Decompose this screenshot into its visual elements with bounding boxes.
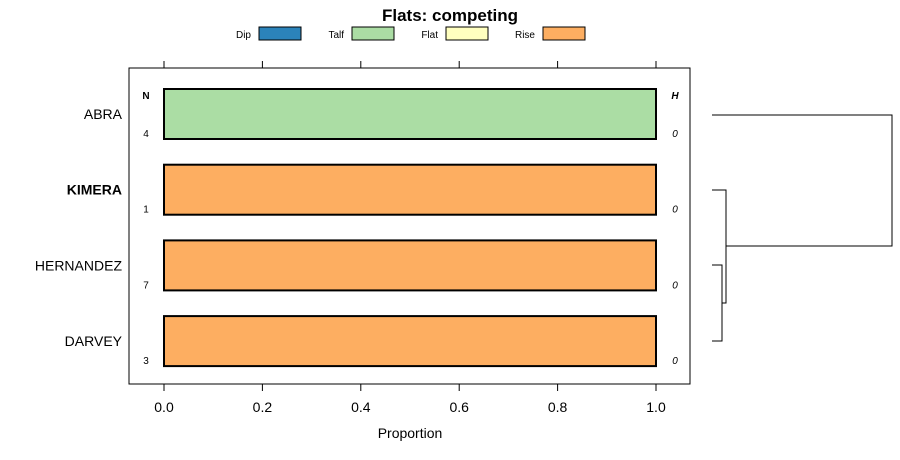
dendrogram-leaf-darvey-hernandez	[712, 264, 723, 342]
n-value-darvey: 3	[143, 356, 149, 367]
n-value-kimera: 1	[143, 205, 149, 216]
legend-swatch-dip	[258, 26, 302, 41]
bar-hernandez-rise	[163, 239, 657, 292]
legend-label-talf: Talf	[328, 30, 344, 41]
bar-kimera-rise	[163, 163, 657, 216]
bar-rows: ABRA 4 0 KIMERA 1 0 HERNANDEZ 7 0 DARVEY 3 0	[35, 88, 678, 368]
x-axis-title: Proportion	[378, 425, 443, 441]
legend-label-rise: Rise	[515, 30, 535, 41]
legend-label-dip: Dip	[236, 30, 251, 41]
dendrogram-root	[712, 114, 893, 247]
x-tick-label-0-8: 0.8	[548, 399, 568, 415]
h-column-header: H	[671, 91, 679, 102]
category-label-kimera: KIMERA	[67, 182, 122, 198]
x-tick-label-0-2: 0.2	[253, 399, 273, 415]
legend-swatch-talf	[351, 26, 395, 41]
category-label-abra: ABRA	[84, 106, 123, 122]
x-tick-label-0-4: 0.4	[351, 399, 371, 415]
chart-title: Flats: competing	[382, 6, 518, 25]
legend-swatch-rise	[542, 26, 586, 41]
dendrogram-join-kimera	[712, 189, 727, 304]
legend-swatch-flat	[445, 26, 489, 41]
dendrogram	[712, 114, 893, 342]
n-value-abra: 4	[143, 129, 149, 140]
x-tick-label-1-0: 1.0	[646, 399, 666, 415]
h-value-kimera: 0	[672, 205, 678, 216]
n-column-header: N	[142, 91, 149, 102]
h-value-darvey: 0	[672, 356, 678, 367]
legend-label-flat: Flat	[421, 30, 438, 41]
bar-darvey-rise	[163, 315, 657, 368]
legend: Dip Talf Flat Rise	[236, 26, 586, 41]
x-tick-label-0-6: 0.6	[449, 399, 469, 415]
x-axis: 0.0 0.2 0.4 0.6 0.8 1.0	[154, 61, 666, 415]
bar-abra-talf	[163, 88, 657, 140]
n-value-hernandez: 7	[143, 280, 149, 291]
h-value-hernandez: 0	[672, 280, 678, 291]
plot-frame	[128, 67, 691, 385]
category-label-darvey: DARVEY	[65, 333, 123, 349]
category-label-hernandez: HERNANDEZ	[35, 257, 123, 273]
x-tick-label-0-0: 0.0	[154, 399, 174, 415]
h-value-abra: 0	[672, 129, 678, 140]
